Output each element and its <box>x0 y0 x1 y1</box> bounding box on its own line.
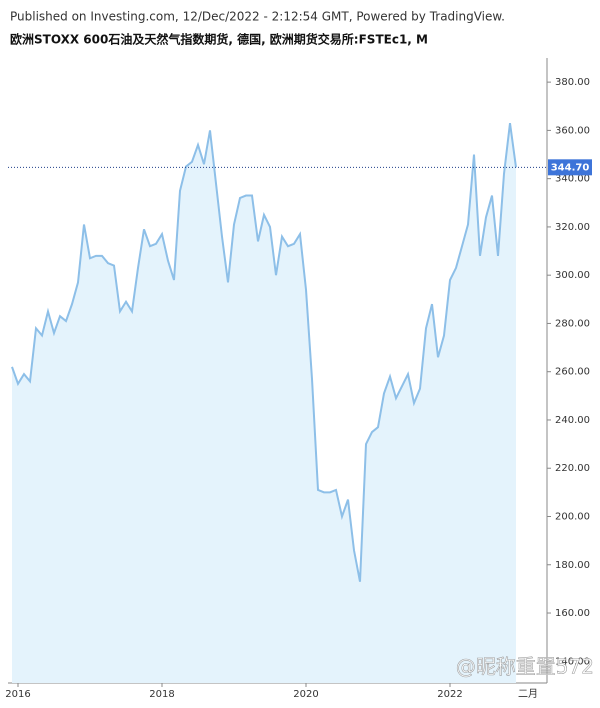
last-price-label: 344.70 <box>551 162 590 173</box>
y-tick-label: 280.00 <box>555 318 590 329</box>
y-tick-label: 260.00 <box>555 367 590 378</box>
area-fill <box>12 123 516 684</box>
y-tick-label: 200.00 <box>555 511 590 522</box>
y-tick-label: 240.00 <box>555 415 590 426</box>
watermark: @昵称重置572 <box>456 655 594 679</box>
y-tick-label: 380.00 <box>555 77 590 88</box>
y-tick-label: 360.00 <box>555 125 590 136</box>
y-tick-label: 160.00 <box>555 608 590 619</box>
y-tick-label: 300.00 <box>555 270 590 281</box>
y-tick-label: 320.00 <box>555 222 590 233</box>
x-tick-label: 二月 <box>518 688 538 700</box>
header: Published on Investing.com, 12/Dec/2022 … <box>10 10 505 24</box>
price-line <box>11 123 517 582</box>
y-tick-label: 340.00 <box>555 174 590 185</box>
y-tick-label: 220.00 <box>555 463 590 474</box>
last-price-box <box>548 159 592 176</box>
x-tick-label: 2018 <box>149 689 174 700</box>
y-tick-label: 180.00 <box>555 560 590 571</box>
y-tick-label: 140.00 <box>555 656 590 667</box>
x-tick-label: 2016 <box>5 689 30 700</box>
x-tick-label: 2022 <box>437 689 462 700</box>
chart-title: 欧洲STOXX 600石油及天然气指数期货, 德国, 欧洲期货交易所:FSTEc… <box>10 32 428 47</box>
x-tick-label: 2020 <box>293 689 318 700</box>
